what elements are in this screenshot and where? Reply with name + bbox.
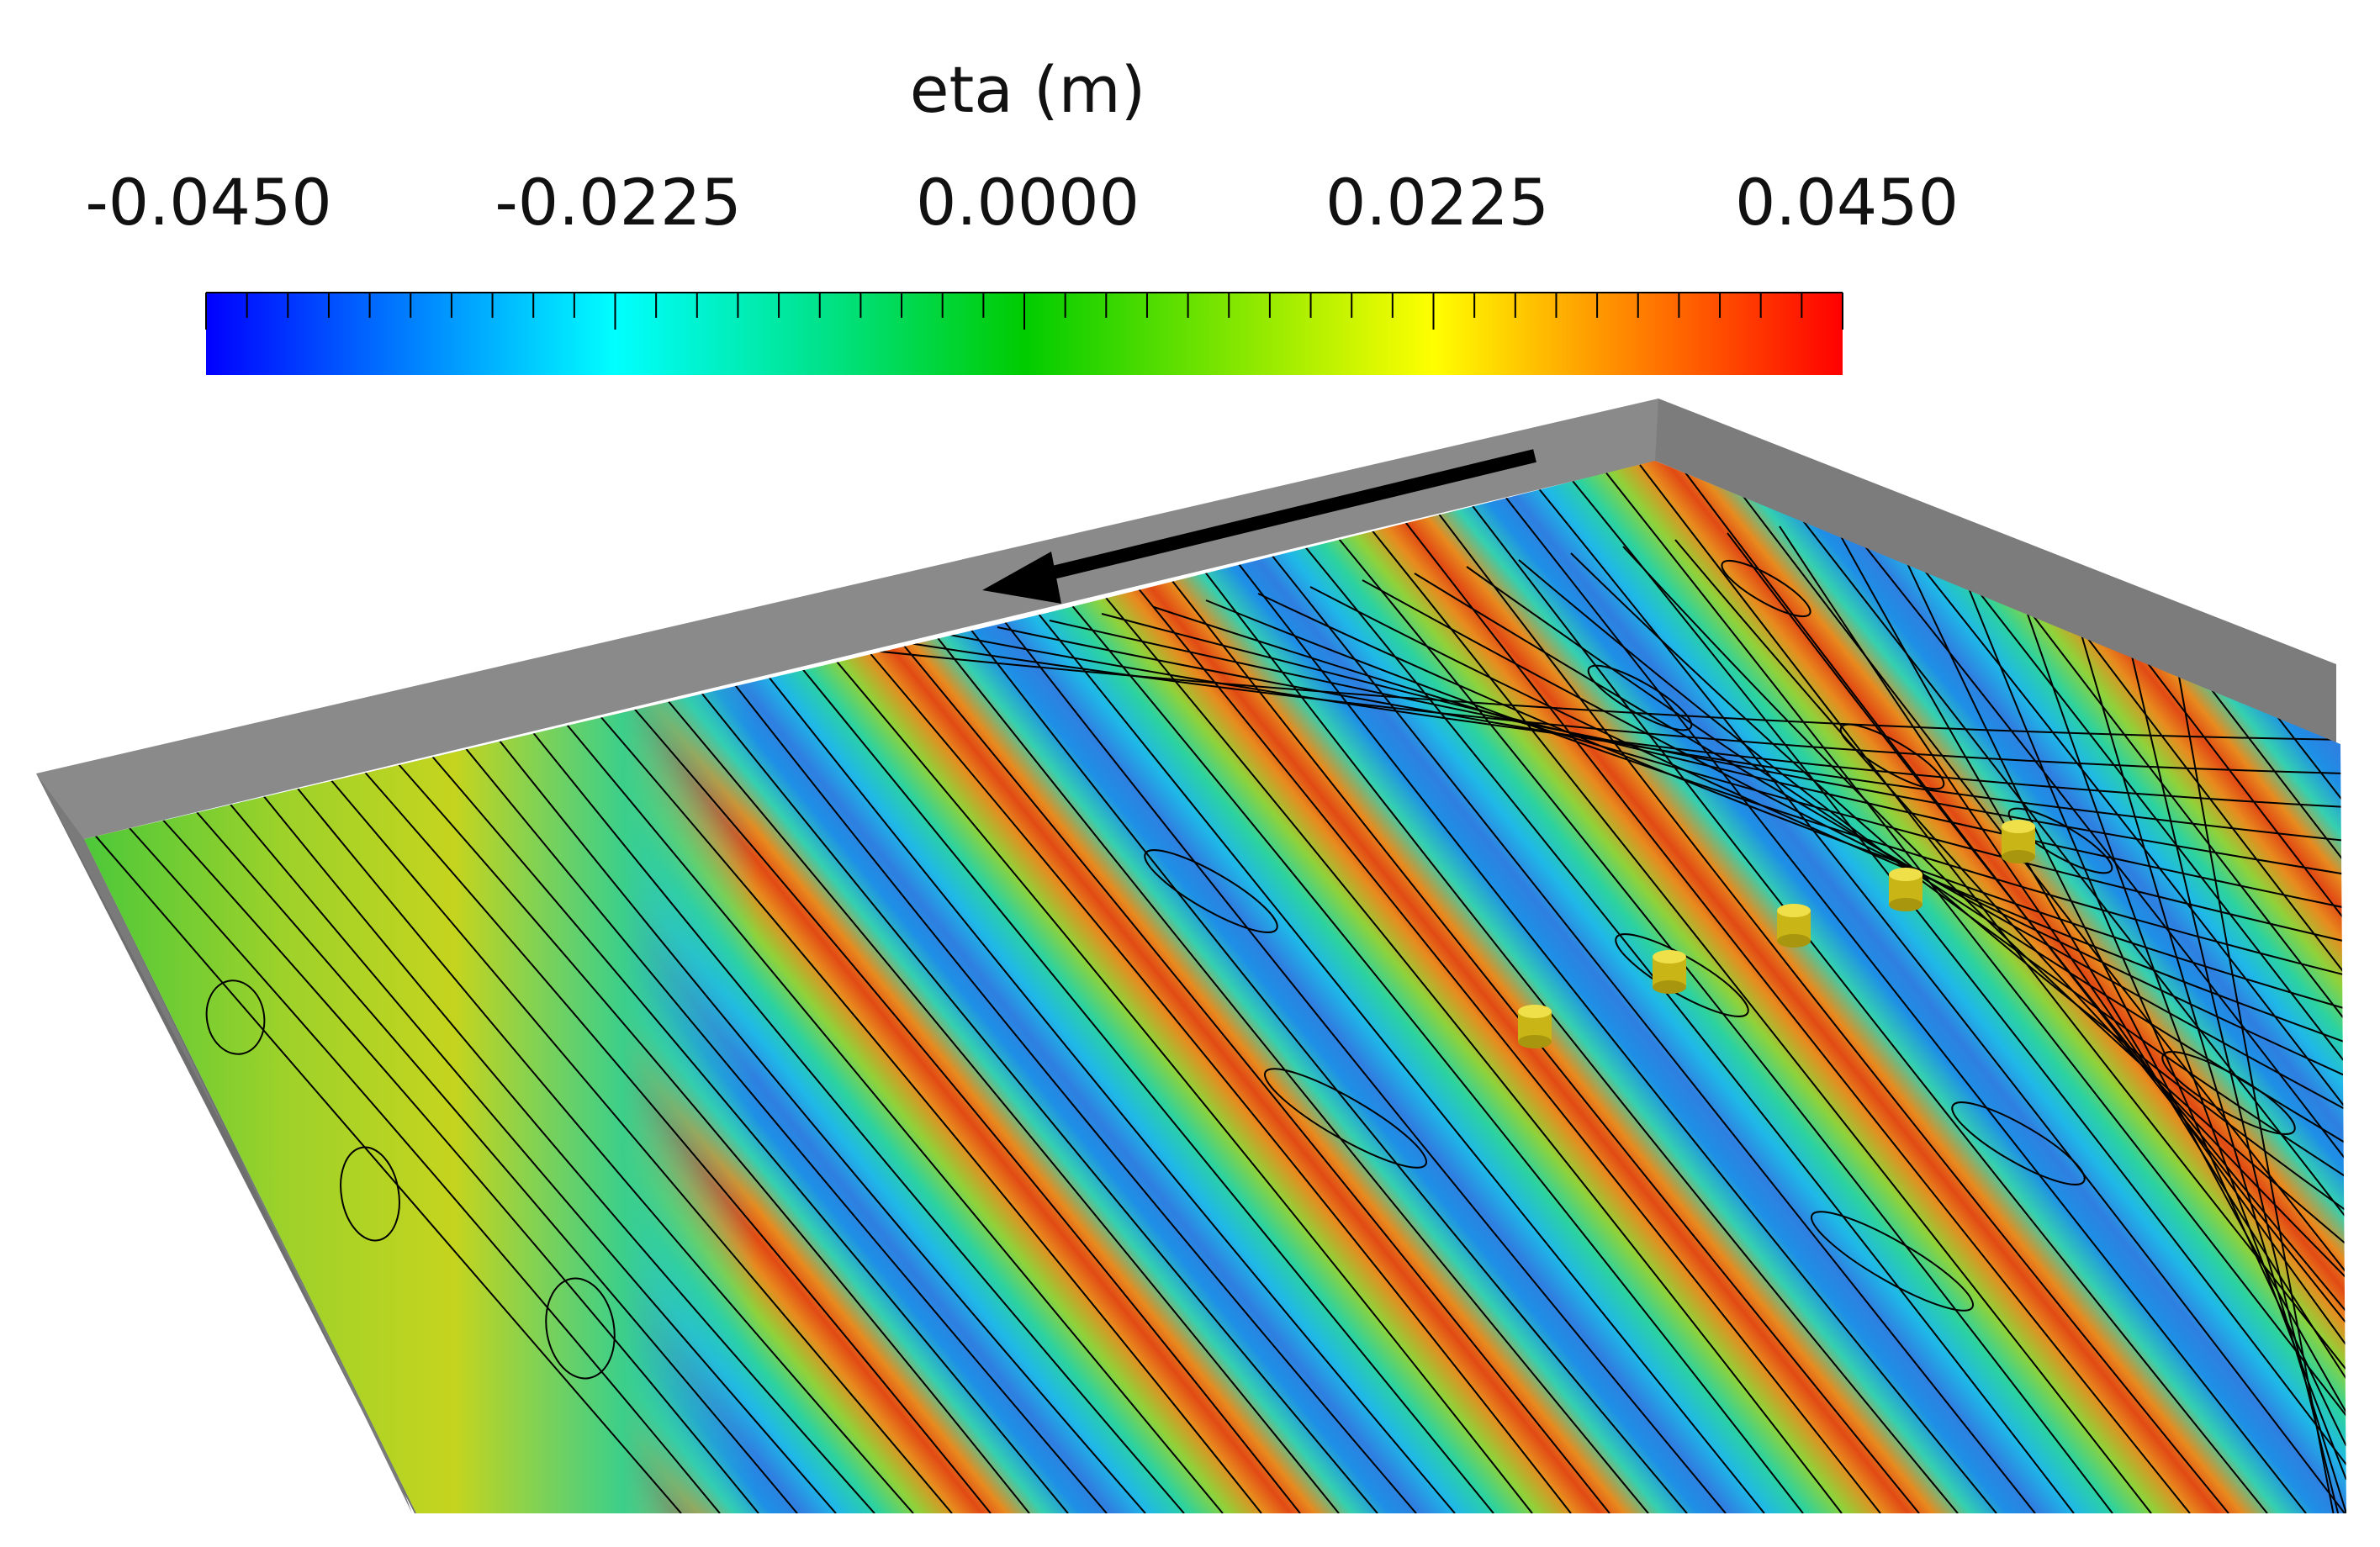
- contour-line: [1101, 613, 2346, 909]
- contour-line: [327, 775, 953, 1513]
- contour-line: [563, 720, 1224, 1513]
- contour-line: [1674, 539, 2346, 1279]
- tank-back-wall: [36, 399, 1658, 839]
- contour-line: [865, 647, 1572, 1513]
- colorbar-tick-label-0: -0.0450: [85, 165, 332, 240]
- contour-line: [1779, 525, 2346, 1346]
- contour-line: [294, 784, 914, 1513]
- contour-line: [1336, 536, 2113, 1513]
- contour-line: [1639, 464, 2346, 1513]
- contour-line: [1740, 461, 2346, 1513]
- contour-line: [1605, 472, 2346, 1513]
- contour-line: [1362, 579, 2346, 1077]
- contour-line: [731, 679, 1417, 1513]
- wave-direction-arrow: [982, 449, 1536, 604]
- contour-line: [899, 640, 1610, 1513]
- contour-line: [1067, 599, 1804, 1513]
- trough-contours: [205, 559, 2296, 1380]
- contour-line: [1706, 461, 2346, 1513]
- contour-line: [428, 752, 1069, 1513]
- contour-line: [966, 624, 1688, 1513]
- contour-line: [697, 688, 1378, 1513]
- colorbar-title: eta (m): [909, 52, 1146, 127]
- contour-line: [462, 743, 1108, 1513]
- contour-line: [1257, 593, 2346, 1010]
- contour-line: [1049, 620, 2346, 875]
- contour-line: [1471, 504, 2268, 1513]
- colorbar-tick-label-3: 0.0225: [1325, 165, 1549, 240]
- contour-line: [1034, 608, 1765, 1513]
- contour-line: [596, 711, 1262, 1513]
- contour-line: [1727, 532, 2346, 1312]
- colorbar-ticks: [205, 293, 1843, 330]
- contour-line: [1518, 559, 2346, 1178]
- tank-left-wall: [36, 774, 416, 1513]
- cylinder: [1889, 868, 1923, 911]
- contour-line: [798, 663, 1494, 1513]
- contour-line: [260, 791, 875, 1513]
- contour-line: [1622, 546, 2346, 1245]
- contour-line: [1303, 544, 2075, 1513]
- contour-line: [495, 736, 1146, 1513]
- contour-line: [361, 768, 992, 1513]
- colorbar-tick-label-1: -0.0225: [495, 165, 742, 240]
- contour-line: [1404, 520, 2191, 1513]
- contour-line: [1000, 615, 1727, 1513]
- contour-line: [1153, 606, 2346, 942]
- contour-line: [394, 759, 1030, 1513]
- contour-line: [664, 695, 1340, 1513]
- contour-line: [226, 800, 837, 1513]
- contour-line: [92, 832, 682, 1513]
- contour-line: [892, 640, 2346, 774]
- contour-line: [193, 807, 798, 1513]
- contour-line: [1134, 583, 1881, 1513]
- contour-line: [1437, 512, 2229, 1513]
- contour-line: [529, 727, 1185, 1513]
- cylinder: [2002, 820, 2035, 863]
- contour-line: [832, 656, 1533, 1513]
- colorbar-tick-label-2: 0.0000: [916, 165, 1140, 240]
- contour-line: [933, 631, 1649, 1513]
- contour-line: [1831, 519, 2346, 1380]
- contour-line: [1309, 586, 2346, 1043]
- contour-line: [125, 823, 721, 1513]
- cylinder: [1777, 904, 1811, 948]
- contour-line: [840, 647, 2346, 741]
- contour-line: [1205, 599, 2346, 976]
- contour-line: [159, 816, 759, 1513]
- contour-line: [944, 633, 2346, 808]
- contour-line: [1466, 566, 2346, 1144]
- contour-line: [2039, 492, 2346, 1513]
- calm-zone: [84, 677, 1388, 1513]
- contour-line: [1807, 461, 2346, 1513]
- contour-line: [1570, 552, 2346, 1212]
- contour-line: [1202, 568, 1959, 1513]
- contour-line: [1101, 592, 1843, 1513]
- contour-line: [1572, 480, 2346, 1513]
- cylinder: [1518, 1005, 1552, 1048]
- contour-line: [1774, 461, 2346, 1513]
- cylinder: [1653, 950, 1686, 994]
- colorbar-tick-label-4: 0.0450: [1735, 165, 1959, 240]
- contour-line: [764, 672, 1456, 1513]
- tank-right-wall: [1655, 399, 2336, 744]
- contour-line: [630, 704, 1301, 1513]
